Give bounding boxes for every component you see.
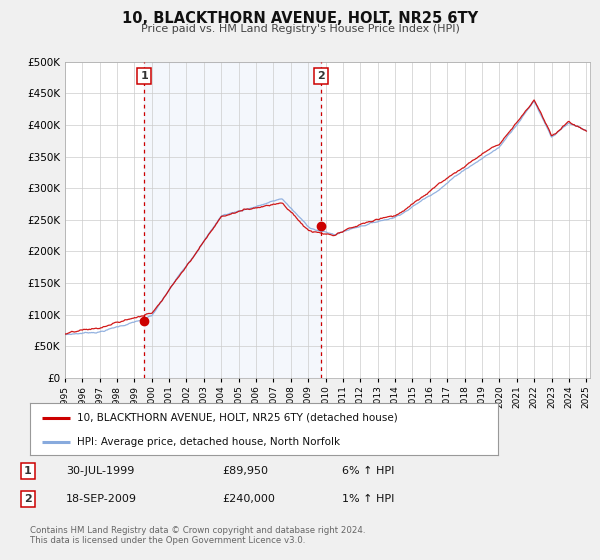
Text: 1: 1 bbox=[140, 71, 148, 81]
Text: 6% ↑ HPI: 6% ↑ HPI bbox=[342, 466, 394, 476]
Text: Contains HM Land Registry data © Crown copyright and database right 2024.: Contains HM Land Registry data © Crown c… bbox=[30, 526, 365, 535]
Text: Price paid vs. HM Land Registry's House Price Index (HPI): Price paid vs. HM Land Registry's House … bbox=[140, 24, 460, 34]
Text: 1: 1 bbox=[24, 466, 32, 476]
Text: £89,950: £89,950 bbox=[222, 466, 268, 476]
Text: 30-JUL-1999: 30-JUL-1999 bbox=[66, 466, 134, 476]
Text: 2: 2 bbox=[317, 71, 325, 81]
Text: 18-SEP-2009: 18-SEP-2009 bbox=[66, 494, 137, 503]
Text: HPI: Average price, detached house, North Norfolk: HPI: Average price, detached house, Nort… bbox=[77, 437, 340, 447]
Bar bbox=[145, 62, 320, 378]
Text: 10, BLACKTHORN AVENUE, HOLT, NR25 6TY (detached house): 10, BLACKTHORN AVENUE, HOLT, NR25 6TY (d… bbox=[77, 413, 398, 423]
Text: 1% ↑ HPI: 1% ↑ HPI bbox=[342, 494, 394, 503]
Text: £240,000: £240,000 bbox=[222, 494, 275, 503]
Text: 2: 2 bbox=[24, 494, 32, 503]
Text: 10, BLACKTHORN AVENUE, HOLT, NR25 6TY: 10, BLACKTHORN AVENUE, HOLT, NR25 6TY bbox=[122, 11, 478, 26]
Text: This data is licensed under the Open Government Licence v3.0.: This data is licensed under the Open Gov… bbox=[30, 536, 305, 545]
